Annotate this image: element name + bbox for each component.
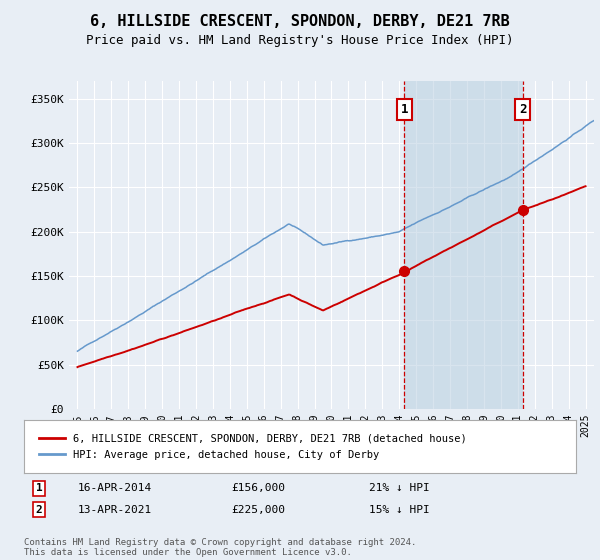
- Text: Contains HM Land Registry data © Crown copyright and database right 2024.
This d: Contains HM Land Registry data © Crown c…: [24, 538, 416, 557]
- Text: 21% ↓ HPI: 21% ↓ HPI: [369, 483, 430, 493]
- Text: 6, HILLSIDE CRESCENT, SPONDON, DERBY, DE21 7RB: 6, HILLSIDE CRESCENT, SPONDON, DERBY, DE…: [90, 14, 510, 29]
- Text: 1: 1: [35, 483, 43, 493]
- Text: 13-APR-2021: 13-APR-2021: [78, 505, 152, 515]
- Legend: 6, HILLSIDE CRESCENT, SPONDON, DERBY, DE21 7RB (detached house), HPI: Average pr: 6, HILLSIDE CRESCENT, SPONDON, DERBY, DE…: [35, 430, 471, 464]
- Text: 2: 2: [519, 103, 526, 116]
- Bar: [404, 81, 523, 409]
- Text: £156,000: £156,000: [231, 483, 285, 493]
- Text: £225,000: £225,000: [231, 505, 285, 515]
- Text: 16-APR-2014: 16-APR-2014: [78, 483, 152, 493]
- Text: Price paid vs. HM Land Registry's House Price Index (HPI): Price paid vs. HM Land Registry's House …: [86, 34, 514, 46]
- Text: 15% ↓ HPI: 15% ↓ HPI: [369, 505, 430, 515]
- Text: 1: 1: [400, 103, 408, 116]
- Text: 2: 2: [35, 505, 43, 515]
